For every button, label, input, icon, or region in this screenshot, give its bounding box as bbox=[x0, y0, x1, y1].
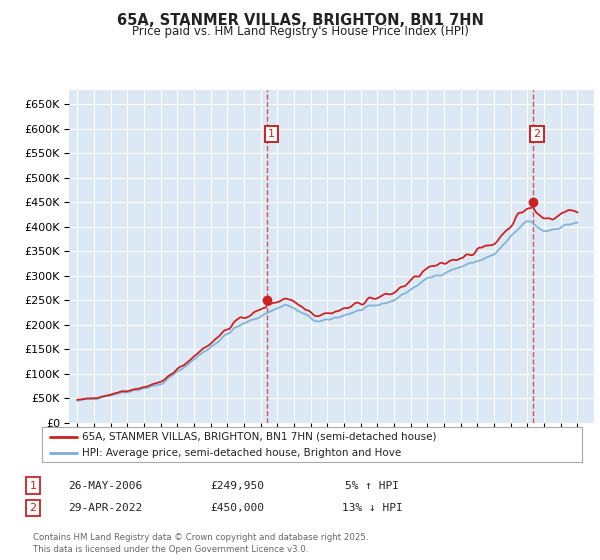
Text: 65A, STANMER VILLAS, BRIGHTON, BN1 7HN (semi-detached house): 65A, STANMER VILLAS, BRIGHTON, BN1 7HN (… bbox=[83, 432, 437, 442]
Text: Price paid vs. HM Land Registry's House Price Index (HPI): Price paid vs. HM Land Registry's House … bbox=[131, 25, 469, 39]
Text: 5% ↑ HPI: 5% ↑ HPI bbox=[345, 480, 399, 491]
Text: Contains HM Land Registry data © Crown copyright and database right 2025.
This d: Contains HM Land Registry data © Crown c… bbox=[33, 533, 368, 554]
Text: 1: 1 bbox=[268, 129, 275, 139]
Text: £450,000: £450,000 bbox=[210, 503, 264, 513]
Text: 26-MAY-2006: 26-MAY-2006 bbox=[68, 480, 142, 491]
Text: HPI: Average price, semi-detached house, Brighton and Hove: HPI: Average price, semi-detached house,… bbox=[83, 447, 402, 458]
Text: 1: 1 bbox=[29, 480, 37, 491]
Text: 65A, STANMER VILLAS, BRIGHTON, BN1 7HN: 65A, STANMER VILLAS, BRIGHTON, BN1 7HN bbox=[116, 13, 484, 28]
Text: £249,950: £249,950 bbox=[210, 480, 264, 491]
Text: 13% ↓ HPI: 13% ↓ HPI bbox=[341, 503, 403, 513]
Text: 2: 2 bbox=[533, 129, 541, 139]
Text: 2: 2 bbox=[29, 503, 37, 513]
Text: 29-APR-2022: 29-APR-2022 bbox=[68, 503, 142, 513]
